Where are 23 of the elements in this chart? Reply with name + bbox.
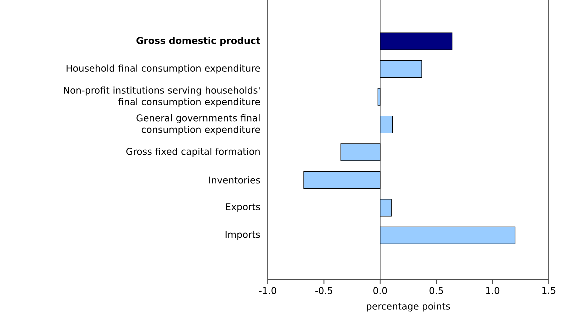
- x-tick-label: 1.5: [542, 287, 556, 294]
- bar: [380, 226, 516, 244]
- y-tick-label: Non-profit institutions serving households' final consumption expenditure: [64, 86, 260, 108]
- bar: [378, 88, 381, 106]
- y-tick-label: General governments final consumption expenditure: [136, 114, 260, 136]
- x-tick-label: -1.0: [259, 287, 276, 294]
- x-tick-label: -0.5: [316, 287, 332, 294]
- y-tick-label: Gross fixed capital formation: [126, 148, 260, 157]
- x-tick-label: 0.5: [430, 287, 444, 294]
- bar: [380, 116, 394, 134]
- bar: [340, 144, 381, 162]
- bar: [380, 199, 392, 217]
- y-tick-label: Exports: [226, 204, 260, 212]
- y-tick-label: Gross domestic product: [136, 37, 260, 46]
- y-tick-label: Inventories: [210, 176, 260, 184]
- y-tick-label: Household final consumption expenditure: [66, 64, 260, 74]
- y-tick-label: Imports: [226, 231, 260, 240]
- bar: [304, 171, 381, 189]
- x-axis-title: percentage points: [367, 302, 450, 312]
- bar: [380, 32, 453, 50]
- x-tick-label: 1.0: [486, 287, 500, 294]
- bar: [380, 60, 422, 78]
- x-tick-label: 0.0: [374, 287, 388, 294]
